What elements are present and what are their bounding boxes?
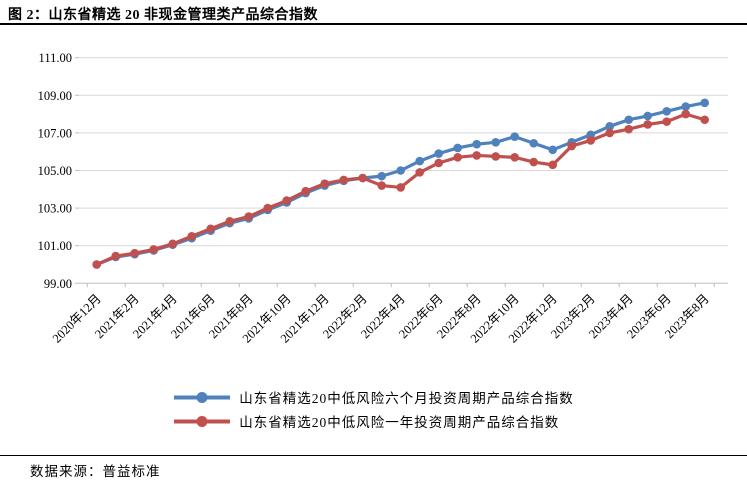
y-tick-label: 109.00 <box>38 89 72 103</box>
figure-title: 图 2：山东省精选 20 非现金管理类产品综合指数 <box>8 8 318 23</box>
data-point <box>491 138 501 147</box>
data-point <box>624 115 633 125</box>
y-tick-label: 99.00 <box>44 277 72 291</box>
data-point <box>700 98 709 108</box>
data-point <box>206 224 215 234</box>
data-point <box>168 239 177 249</box>
data-point <box>681 102 690 111</box>
data-point <box>396 166 406 175</box>
legend-item-1year: 山东省精选20中低风险一年投资周期产品综合指数 <box>173 411 574 431</box>
data-point <box>510 153 519 162</box>
data-point <box>244 212 253 221</box>
blue-line-marker-icon <box>173 391 231 403</box>
data-point <box>605 122 614 131</box>
data-point <box>681 109 690 119</box>
data-point <box>643 120 652 129</box>
data-point <box>510 132 519 141</box>
data-point <box>434 158 444 168</box>
data-point <box>662 106 671 116</box>
legend-label-6month: 山东省精选20中低风险六个月投资周期产品综合指数 <box>239 391 574 406</box>
data-source-note: 数据来源：普益标准 <box>30 464 161 479</box>
title-divider <box>0 23 747 25</box>
data-point <box>358 173 368 183</box>
y-tick-label: 101.00 <box>38 239 72 253</box>
data-point <box>396 183 406 192</box>
data-point <box>339 175 349 185</box>
y-tick-label: 105.00 <box>38 164 72 178</box>
data-point <box>111 251 120 261</box>
data-point <box>472 151 482 160</box>
data-point <box>548 160 557 170</box>
data-point <box>605 128 614 138</box>
chart-legend: 山东省精选20中低风险六个月投资周期产品综合指数 山东省精选20中低风险一年投资… <box>0 383 747 435</box>
data-point <box>263 203 273 213</box>
red-line-marker-icon <box>173 415 231 427</box>
data-point <box>624 124 633 134</box>
data-point <box>434 149 444 158</box>
data-point <box>130 248 139 258</box>
y-tick-label: 111.00 <box>39 51 72 65</box>
legend-label-1year: 山东省精选20中低风险一年投资周期产品综合指数 <box>239 415 560 430</box>
data-point <box>415 168 425 177</box>
data-point <box>415 156 425 166</box>
data-point <box>472 139 482 149</box>
footer-divider <box>0 455 747 456</box>
data-point <box>453 143 463 153</box>
data-point <box>586 136 595 145</box>
data-point <box>187 232 196 241</box>
data-point <box>225 216 234 226</box>
data-point <box>92 260 101 269</box>
x-tick-label: 2020年12月 <box>50 292 104 346</box>
data-point <box>529 138 538 148</box>
data-point <box>377 181 387 190</box>
data-point <box>301 186 311 196</box>
data-point <box>700 115 709 125</box>
data-point <box>282 196 292 205</box>
y-tick-label: 103.00 <box>38 202 72 216</box>
legend-marker-glyph <box>174 415 231 427</box>
line-chart-canvas: 99.00 101.00 103.00 105.00 107.00 109.00 111.0… <box>38 51 728 346</box>
data-point <box>320 179 330 188</box>
legend-marker-glyph <box>174 391 231 403</box>
data-point <box>149 245 158 254</box>
data-point <box>453 153 463 162</box>
data-point <box>377 171 387 181</box>
chart-area: 99.00 101.00 103.00 105.00 107.00 109.00 111.0… <box>0 26 747 381</box>
data-point <box>529 157 538 167</box>
legend-block: 山东省精选20中低风险六个月投资周期产品综合指数 山东省精选20中低风险一年投资… <box>173 383 574 435</box>
y-tick-label: 107.00 <box>38 126 72 140</box>
data-point <box>548 145 557 155</box>
data-point <box>491 152 501 161</box>
data-point <box>643 111 652 121</box>
data-point <box>662 117 671 126</box>
legend-item-6month: 山东省精选20中低风险六个月投资周期产品综合指数 <box>173 387 574 407</box>
data-point <box>567 141 576 151</box>
